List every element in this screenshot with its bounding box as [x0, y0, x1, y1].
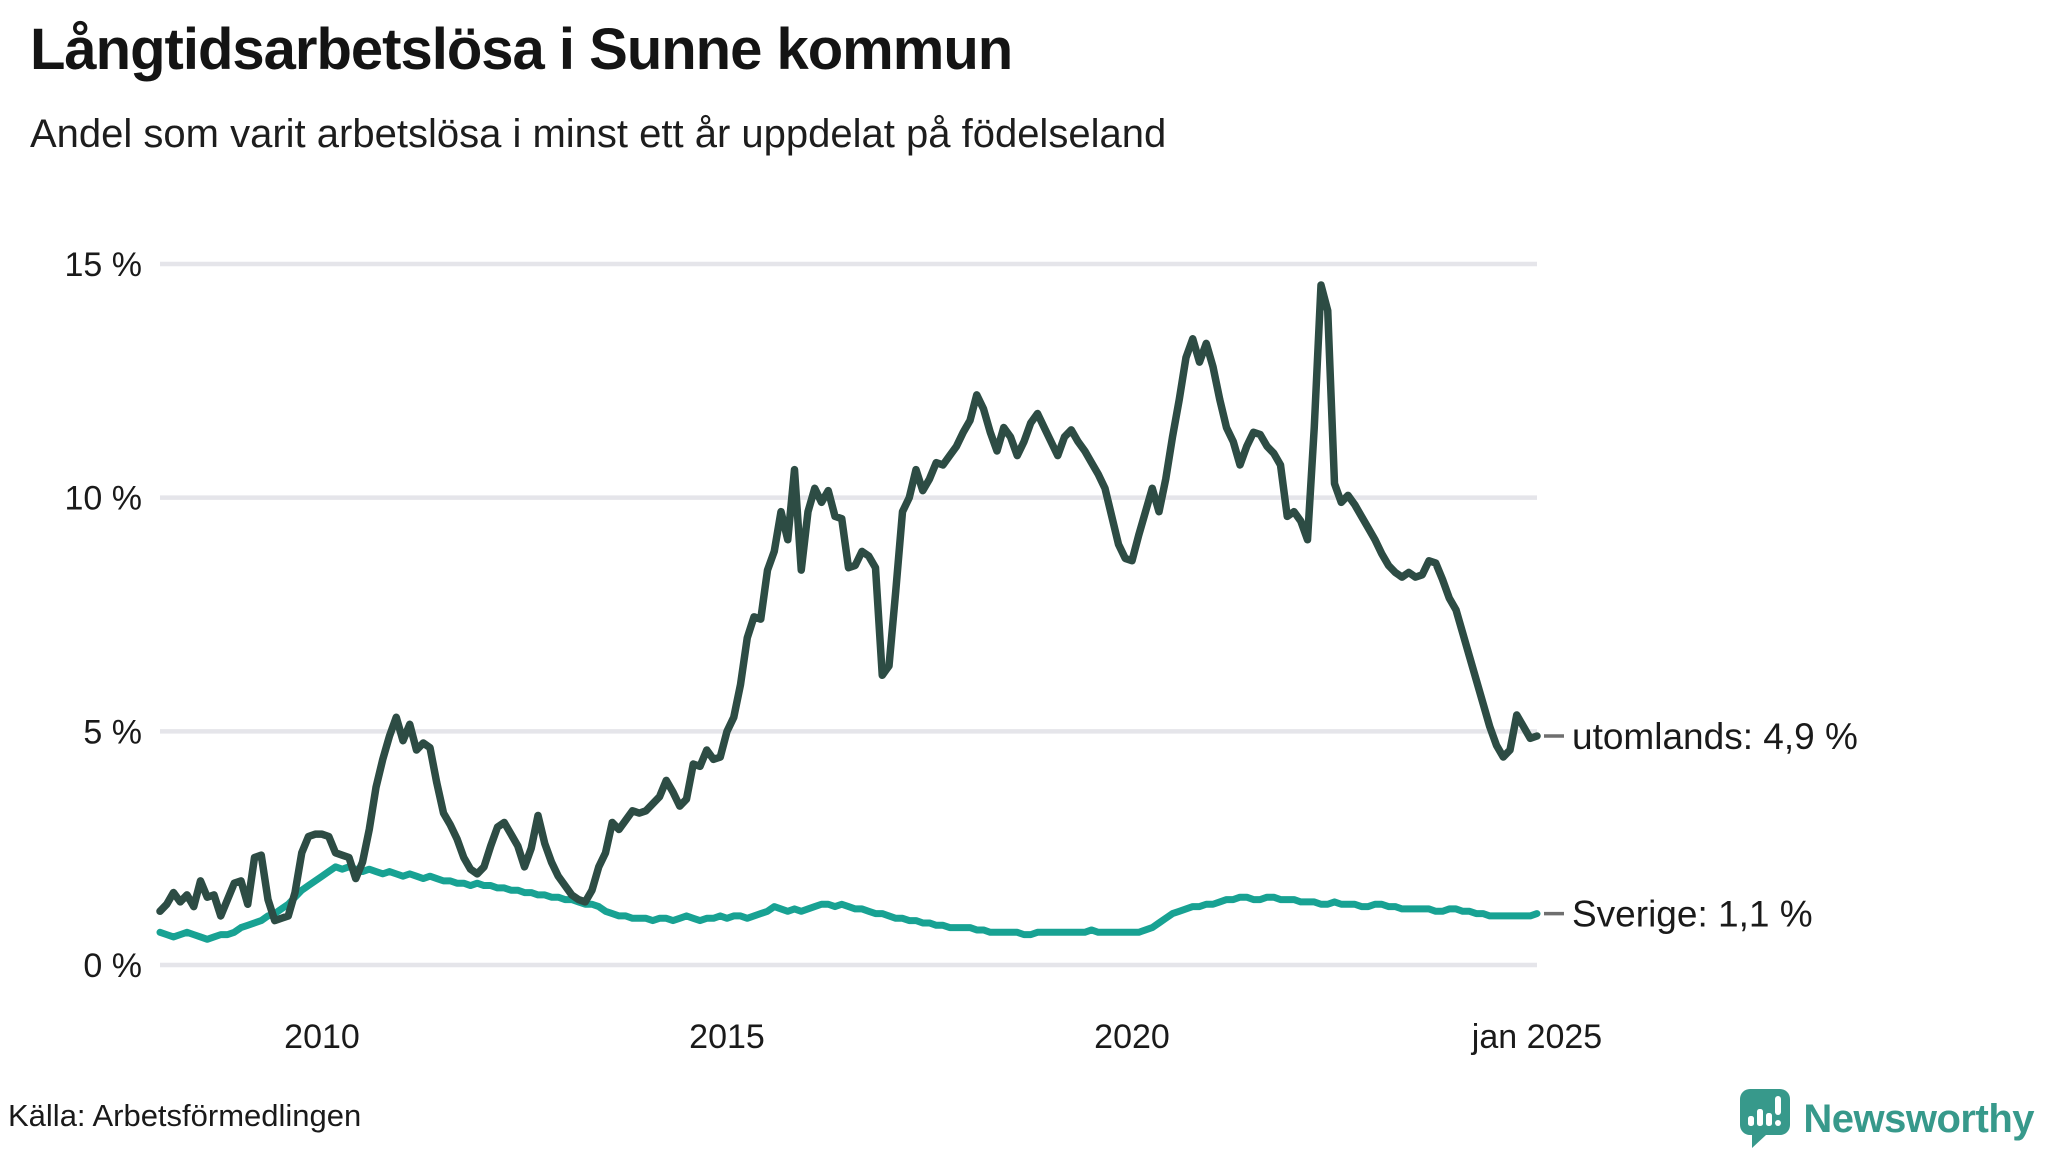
source-note: Källa: Arbetsförmedlingen: [8, 1098, 362, 1133]
newsworthy-wordmark: Newsworthy: [1803, 1096, 2034, 1141]
page-title: Långtidsarbetslösa i Sunne kommun: [30, 17, 1013, 82]
x-tick-label: jan 2025: [1471, 1018, 1602, 1056]
y-tick-label: 10 %: [65, 480, 143, 518]
y-tick-label: 15 %: [65, 246, 143, 284]
x-tick-label: 2020: [1094, 1018, 1170, 1056]
newsworthy-logo[interactable]: Newsworthy: [1739, 1088, 2034, 1150]
y-tick-label: 0 %: [83, 947, 142, 985]
x-tick-label: 2015: [689, 1018, 765, 1056]
newsworthy-icon: [1740, 1089, 1791, 1148]
utomlands-end-label: utomlands: 4,9 %: [1572, 716, 1858, 757]
x-axis-labels: 2010 2015 2020 jan 2025: [284, 1018, 1602, 1056]
y-tick-label: 5 %: [83, 713, 142, 751]
series-line-sverige: [156, 863, 1541, 943]
page-subtitle: Andel som varit arbetslösa i minst ett å…: [30, 112, 1167, 156]
end-labels: utomlands: 4,9 % Sverige: 1,1 %: [1544, 716, 1858, 935]
sverige-end-label: Sverige: 1,1 %: [1572, 894, 1813, 935]
x-tick-label: 2010: [284, 1018, 360, 1056]
series-line-utomlands: [156, 281, 1541, 925]
y-axis-labels: 0 % 5 % 10 % 15 %: [65, 246, 143, 985]
